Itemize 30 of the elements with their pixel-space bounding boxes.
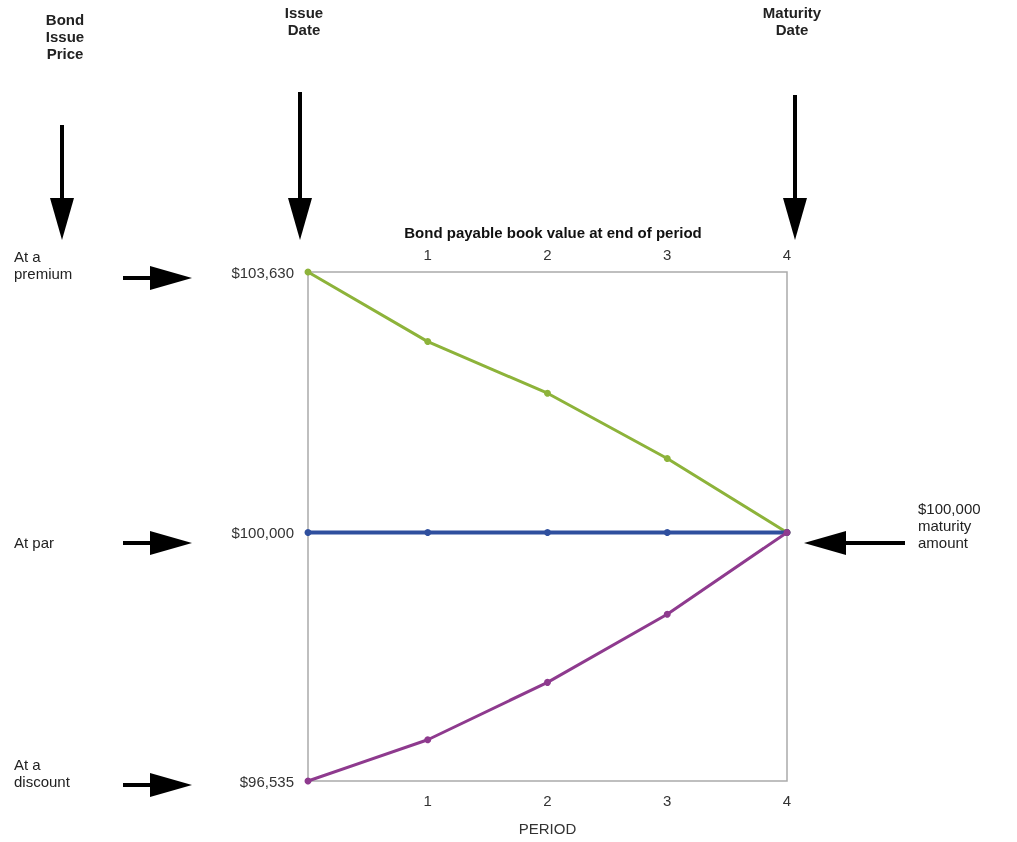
point — [544, 678, 551, 686]
text: Bond Issue Price — [44, 11, 86, 62]
point — [424, 736, 432, 744]
text: Issue Date — [283, 4, 325, 38]
x-tick-label: 2 — [543, 246, 552, 263]
point — [663, 610, 671, 618]
x-tick-label: 1 — [423, 246, 432, 263]
y-tick-label: $100,000 — [231, 523, 294, 541]
text: At par — [14, 534, 56, 551]
point — [663, 528, 671, 536]
point — [544, 389, 551, 397]
chart-title: Bond payable book value at end of period — [404, 224, 702, 241]
point — [424, 528, 432, 536]
text: At a discount — [14, 756, 71, 790]
text: $100,000 maturity amount — [918, 500, 982, 551]
text: At a premium — [14, 248, 74, 282]
x-tick-label: 4 — [782, 246, 792, 263]
x2-tick-label: 3 — [663, 792, 672, 809]
point — [304, 528, 312, 536]
x2-tick-label: 2 — [543, 792, 552, 809]
text: Maturity Date — [761, 4, 823, 38]
x-axis-title: PERIOD — [518, 820, 577, 837]
x-tick-label: 3 — [663, 246, 672, 263]
point — [544, 528, 551, 536]
x2-tick-label: 4 — [782, 792, 792, 809]
point — [424, 338, 432, 346]
y-tick-label: $103,630 — [231, 263, 294, 281]
y-tick-label: $96,535 — [239, 772, 294, 790]
point — [663, 455, 671, 463]
x2-tick-label: 1 — [423, 792, 432, 809]
